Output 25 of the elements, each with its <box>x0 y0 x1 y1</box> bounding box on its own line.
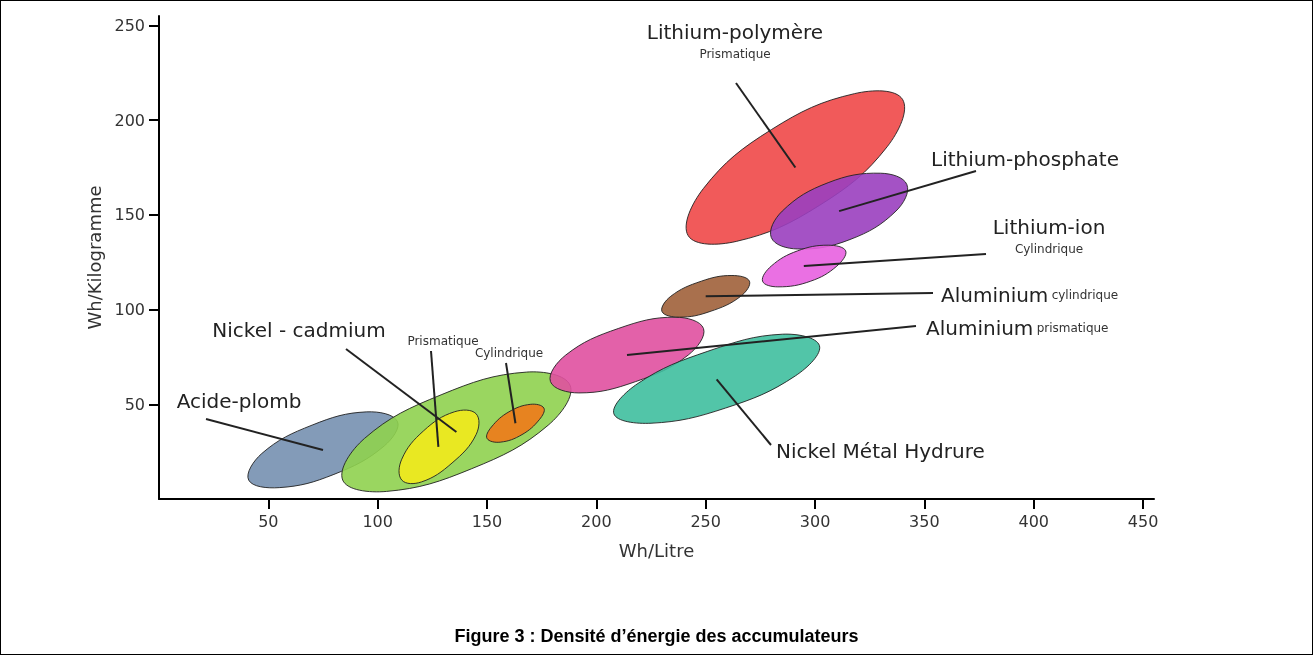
text: Figure 3 : Densité d’énergie des accumulateurs <box>454 626 859 646</box>
series-label: Acide-plomb <box>176 389 302 413</box>
y-tick-label: 150 <box>114 205 145 225</box>
series-label: Lithium-phosphate <box>931 147 1119 171</box>
text: Prismatique <box>407 334 479 348</box>
x-tick-label: 250 <box>690 511 721 531</box>
x-tick-label: 300 <box>799 511 831 531</box>
y-tick-label: 100 <box>114 300 145 320</box>
x-tick-label: 200 <box>581 511 612 531</box>
x-tick-label: 150 <box>471 511 503 531</box>
series-label: Lithium-polymère Prismatique <box>646 20 824 61</box>
y-tick-label: 250 <box>114 15 145 35</box>
x-tick-label: 100 <box>362 511 393 531</box>
y-tick-label: 50 <box>124 394 145 414</box>
x-tick-label: 400 <box>1018 511 1049 531</box>
y-tick-label: 200 <box>114 110 145 130</box>
text: Cylindrique <box>474 346 544 360</box>
text: Nickel - cadmium <box>212 318 386 342</box>
x-tick-label: 50 <box>258 511 279 531</box>
x-tick-label: 450 <box>1127 511 1159 531</box>
text: Lithium-ion Cylindrique <box>992 215 1106 256</box>
text: Nickel Métal Hydrure <box>776 439 985 463</box>
x-tick-label: 350 <box>909 511 940 531</box>
x-axis-title: Wh/Litre <box>618 539 695 561</box>
y-axis-title: Wh/Kilogramme <box>84 185 106 330</box>
